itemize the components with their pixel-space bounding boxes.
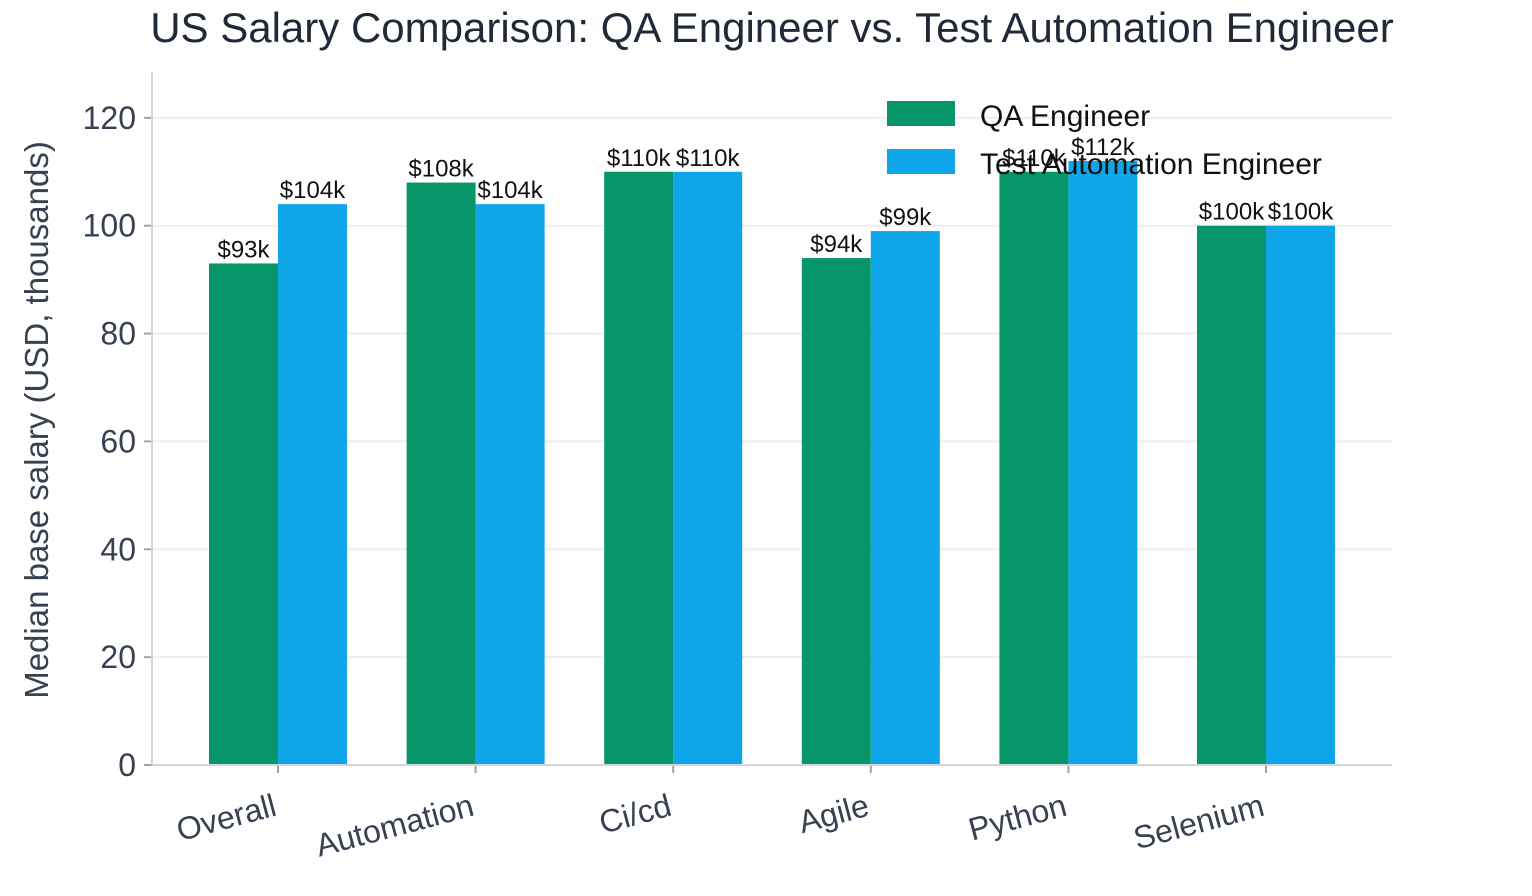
x-tick-label: Ci/cd xyxy=(595,787,675,841)
bar xyxy=(870,231,940,765)
x-tick-label: Overall xyxy=(173,787,280,848)
bar xyxy=(801,258,871,765)
y-tick-label: 20 xyxy=(100,639,136,675)
bar xyxy=(209,263,278,765)
value-label: $104k xyxy=(280,177,346,204)
y-tick-label: 40 xyxy=(100,531,136,567)
x-tick-label: Selenium xyxy=(1130,787,1268,856)
bar xyxy=(999,171,1069,765)
legend: QA Engineer Test Automation Engineer xyxy=(887,100,1322,181)
y-axis-label: Median base salary (USD, thousands) xyxy=(18,141,55,699)
legend-label: QA Engineer xyxy=(980,100,1150,133)
y-tick-label: 120 xyxy=(83,100,136,136)
value-label: $112k xyxy=(1071,134,1136,161)
y-tick-label: 100 xyxy=(83,208,136,244)
bar xyxy=(1068,160,1138,765)
legend-swatch xyxy=(887,149,955,174)
bar xyxy=(278,204,347,765)
value-label: $94k xyxy=(810,231,863,258)
value-label: $100k xyxy=(1199,199,1265,226)
legend-label: Test Automation Engineer xyxy=(980,148,1322,181)
value-label: $110k xyxy=(1002,145,1067,172)
bars: $93k$104k$108k$104k$110k $110k$94k$99k$11… xyxy=(209,134,1335,766)
x-tick-label: Python xyxy=(965,787,1071,848)
bar xyxy=(475,204,545,765)
chart-title: US Salary Comparison: QA Engineer vs. Te… xyxy=(150,4,1394,51)
value-label: $99k xyxy=(879,204,932,231)
y-tick-label: 80 xyxy=(100,316,136,352)
value-label: $93k xyxy=(217,236,270,263)
value-label: $110k xyxy=(607,145,672,172)
value-label: $110k xyxy=(676,145,741,172)
bar xyxy=(1266,225,1335,766)
legend-swatch xyxy=(887,101,955,126)
bar xyxy=(604,171,674,765)
y-tick-label: 60 xyxy=(100,423,136,459)
value-label: $104k xyxy=(477,177,543,204)
bar xyxy=(1197,225,1266,766)
x-tick-label: Automation xyxy=(312,787,478,864)
value-label: $108k xyxy=(408,156,474,183)
x-tick-label: Agile xyxy=(795,787,873,840)
bar xyxy=(673,171,743,765)
y-tick-label: 0 xyxy=(118,747,136,783)
value-label: $100k xyxy=(1268,199,1334,226)
bar xyxy=(406,182,476,766)
